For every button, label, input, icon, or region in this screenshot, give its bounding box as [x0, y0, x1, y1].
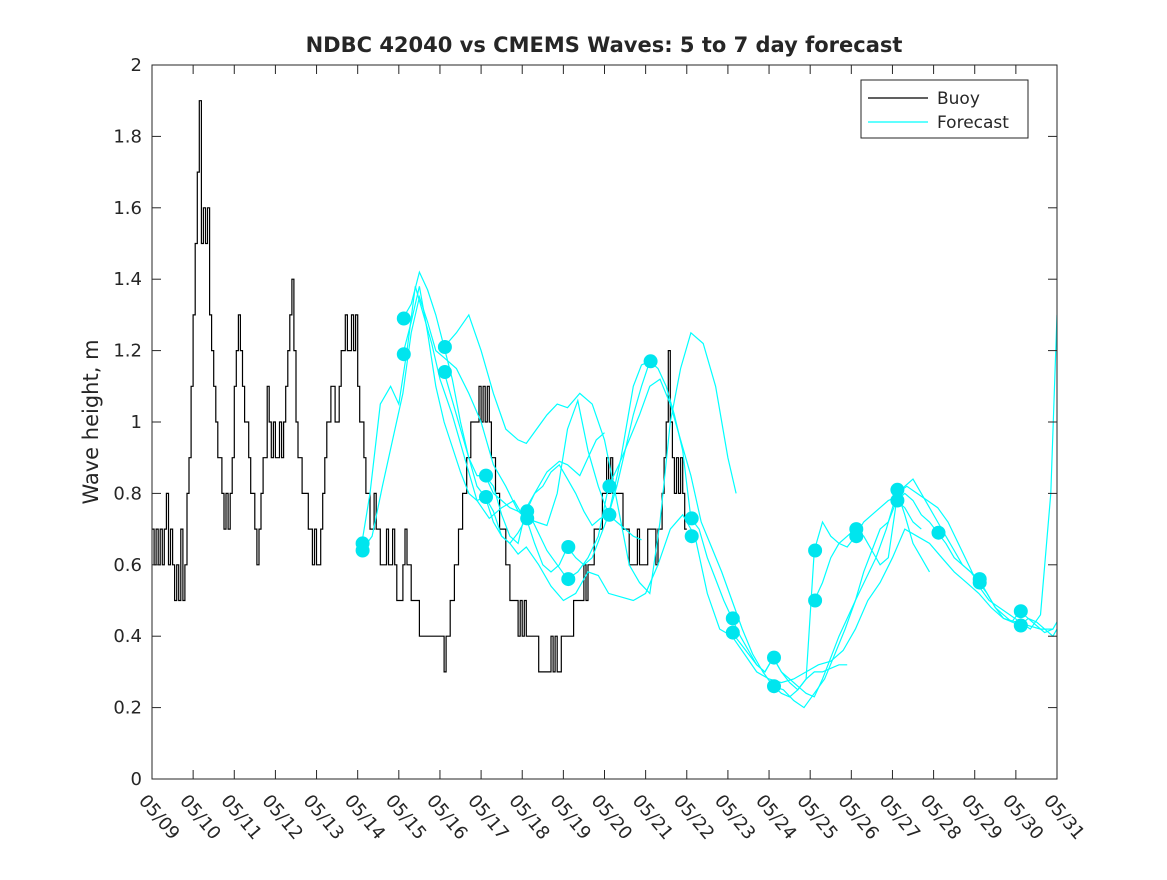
- y-tick-label: 1.8: [113, 126, 142, 147]
- x-tick-label: 05/19: [546, 791, 595, 844]
- legend-box: [860, 79, 1029, 139]
- forecast-marker-layer: [355, 311, 1028, 694]
- forecast-series-line-9: [813, 499, 922, 601]
- x-tick-label: 05/12: [258, 791, 307, 844]
- y-tick-label: 1.2: [113, 341, 142, 362]
- buoy-series-line: [152, 100, 687, 673]
- x-tick-label: 05/21: [628, 791, 677, 844]
- x-tick-label: 05/29: [957, 791, 1006, 844]
- x-tick-label: 05/15: [381, 791, 430, 844]
- forecast-series-line-11: [896, 489, 931, 573]
- x-tick-label: 05/11: [216, 791, 265, 844]
- x-tick-label: 05/13: [299, 791, 348, 844]
- y-tick-label: 1.6: [113, 198, 142, 219]
- y-tick-label: 0.2: [113, 698, 142, 719]
- y-tick-label: 0.4: [113, 626, 142, 647]
- chart-title: NDBC 42040 vs CMEMS Waves: 5 to 7 day fo…: [306, 33, 903, 57]
- forecast-start-marker-12: [561, 572, 576, 587]
- forecast-start-marker-15: [643, 354, 658, 369]
- y-axis-label: Wave height, m: [79, 339, 103, 504]
- y-tick-label: 0.6: [113, 555, 142, 576]
- forecast-start-marker-18: [725, 611, 740, 626]
- forecast-start-marker-6: [437, 365, 452, 379]
- forecast-start-marker-22: [808, 543, 823, 558]
- y-tick-label: 1: [131, 412, 142, 433]
- y-axis-ticks: 0 0.2 0.4 0.6 0.8 1 1.2 1.4 1.6 1.8 2: [113, 55, 1057, 790]
- forecast-start-marker-7: [479, 468, 493, 483]
- x-tick-label: 05/25: [792, 791, 841, 844]
- forecast-start-marker-32: [1013, 618, 1028, 633]
- legend-forecast-label: Forecast: [937, 113, 1009, 133]
- forecast-series-line-6: [443, 360, 1057, 698]
- x-tick-label: 05/26: [833, 791, 882, 844]
- x-tick-label: 05/17: [463, 791, 512, 844]
- x-tick-label: 05/14: [340, 791, 389, 844]
- forecast-start-marker-23: [808, 593, 823, 608]
- y-tick-label: 1.4: [113, 269, 142, 290]
- y-tick-label: 0: [131, 769, 142, 790]
- forecast-start-marker-28: [931, 525, 946, 540]
- legend: Buoy Forecast: [860, 79, 1029, 139]
- forecast-start-marker-8: [479, 490, 493, 504]
- x-tick-label: 05/23: [710, 791, 759, 844]
- forecast-start-marker-2: [355, 543, 370, 558]
- x-tick-label: 05/27: [875, 791, 924, 844]
- forecast-series-line-10: [772, 664, 848, 698]
- forecast-start-marker-17: [684, 529, 699, 544]
- forecast-start-marker-27: [890, 493, 905, 508]
- forecast-start-marker-26: [890, 482, 905, 497]
- x-tick-label: 05/16: [422, 791, 471, 844]
- forecast-start-marker-30: [972, 575, 987, 590]
- x-tick-label: 05/10: [175, 791, 224, 844]
- forecast-start-marker-3: [396, 311, 411, 326]
- y-tick-label: 0.8: [113, 483, 142, 504]
- forecast-start-marker-13: [602, 479, 617, 494]
- x-tick-label: 05/30: [998, 791, 1047, 844]
- forecast-start-marker-4: [396, 347, 411, 362]
- plot-area: [152, 65, 1057, 779]
- forecast-start-marker-14: [602, 507, 617, 522]
- x-tick-label: 05/09: [134, 791, 183, 844]
- x-tick-label: 05/24: [751, 791, 800, 844]
- forecast-start-marker-20: [767, 650, 781, 665]
- buoy-series-layer: [152, 100, 687, 673]
- x-tick-label: 05/28: [916, 791, 965, 844]
- x-tick-label: 05/18: [504, 791, 553, 844]
- forecast-start-marker-31: [1013, 604, 1028, 619]
- x-tick-label: 05/22: [669, 791, 718, 844]
- forecast-start-marker-5: [437, 340, 452, 354]
- forecast-start-marker-10: [520, 511, 535, 526]
- forecast-start-marker-21: [767, 679, 781, 694]
- forecast-start-marker-16: [684, 511, 699, 526]
- forecast-start-marker-19: [725, 625, 740, 640]
- legend-buoy-label: Buoy: [937, 89, 980, 109]
- forecast-start-marker-11: [561, 540, 576, 554]
- y-tick-label: 2: [131, 55, 142, 76]
- x-tick-label: 05/20: [587, 791, 636, 844]
- x-tick-label: 05/31: [1039, 791, 1088, 844]
- forecast-start-marker-25: [849, 529, 864, 544]
